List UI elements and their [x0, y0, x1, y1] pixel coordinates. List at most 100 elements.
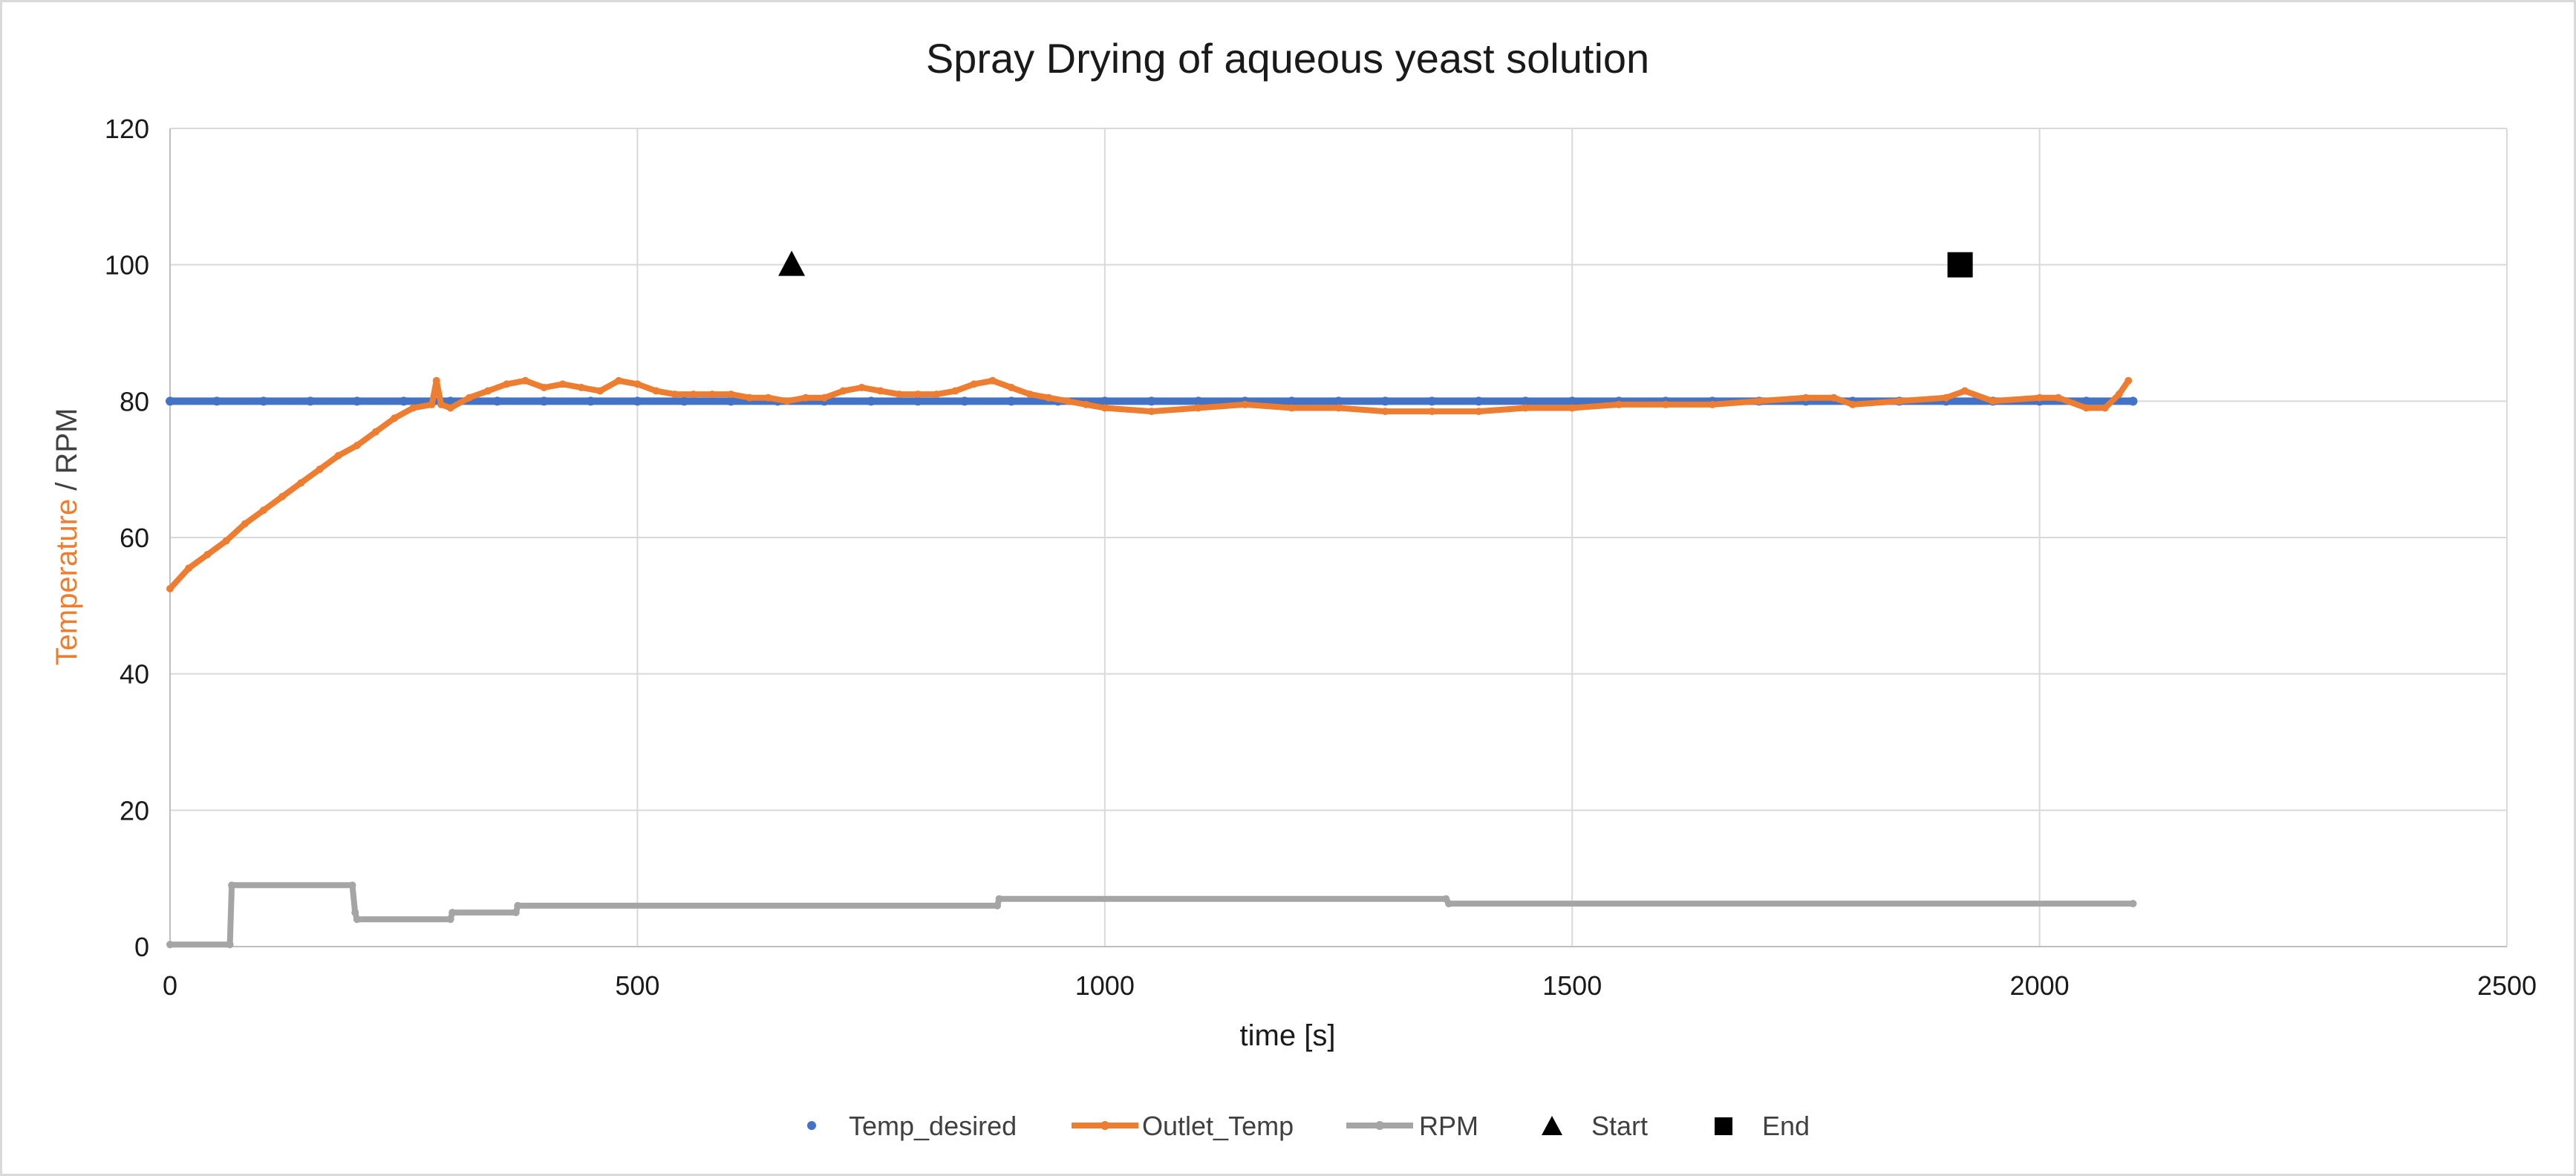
- point-temp-desired-24: [1287, 396, 1297, 406]
- point-outlet-temp-67: [1801, 393, 1810, 402]
- point-outlet-temp-8: [316, 466, 324, 474]
- point-outlet-temp-52: [1100, 404, 1109, 412]
- y-tick-label-80: 80: [120, 386, 149, 416]
- point-outlet-temp-68: [1830, 393, 1838, 402]
- point-outlet-temp-27: [633, 380, 642, 388]
- legend-label-rpm: RPM: [1419, 1111, 1478, 1141]
- y-tick-label-20: 20: [120, 795, 149, 826]
- legend-label-temp-desired: Temp_desired: [849, 1111, 1017, 1141]
- legend-item-start: Start: [1542, 1111, 1648, 1141]
- legend-label-outlet-temp: Outlet_Temp: [1142, 1111, 1294, 1141]
- point-rpm-9: [514, 901, 522, 909]
- point-temp-desired-21: [1147, 396, 1156, 406]
- point-outlet-temp-4: [241, 520, 249, 528]
- point-outlet-temp-32: [727, 391, 735, 399]
- point-outlet-temp-9: [334, 451, 342, 460]
- point-rpm-3: [348, 881, 356, 889]
- point-outlet-temp-74: [2035, 393, 2044, 402]
- point-temp-desired-3: [305, 396, 315, 406]
- chart-title: Spray Drying of aqueous yeast solution: [926, 35, 1649, 82]
- point-outlet-temp-2: [203, 550, 212, 558]
- point-outlet-temp-76: [2082, 404, 2090, 412]
- point-outlet-temp-14: [428, 400, 436, 408]
- point-temp-desired-15: [867, 396, 876, 406]
- x-tick-label-500: 500: [615, 970, 659, 1001]
- point-temp-desired-30: [1568, 396, 1577, 406]
- point-outlet-temp-54: [1194, 404, 1202, 412]
- point-outlet-temp-49: [1045, 393, 1053, 402]
- point-outlet-temp-7: [297, 479, 305, 487]
- point-temp-desired-18: [1006, 396, 1016, 406]
- point-outlet-temp-47: [1007, 383, 1015, 391]
- point-temp-desired-10: [633, 396, 642, 406]
- legend-label-end: End: [1762, 1111, 1810, 1141]
- y-tick-label-0: 0: [134, 932, 149, 962]
- point-outlet-temp-70: [1895, 397, 1903, 405]
- point-temp-desired-25: [1334, 396, 1343, 406]
- point-outlet-temp-16: [437, 400, 446, 408]
- y-tick-label-120: 120: [105, 114, 149, 144]
- legend-item-rpm: RPM: [1346, 1111, 1478, 1141]
- point-outlet-temp-10: [353, 442, 361, 450]
- point-outlet-temp-71: [1942, 393, 1950, 402]
- point-outlet-temp-64: [1662, 400, 1670, 408]
- point-outlet-temp-34: [764, 393, 772, 402]
- point-outlet-temp-62: [1568, 404, 1576, 412]
- point-outlet-temp-59: [1428, 408, 1436, 416]
- y-axis-title-separator: /: [50, 474, 83, 498]
- point-outlet-temp-60: [1475, 408, 1483, 416]
- point-temp-desired-28: [1474, 396, 1484, 406]
- legend-marker-rpm: [1375, 1121, 1384, 1130]
- point-rpm-7: [449, 909, 457, 917]
- point-outlet-temp-0: [166, 584, 174, 592]
- point-outlet-temp-41: [895, 391, 903, 399]
- x-tick-label-2000: 2000: [2010, 970, 2070, 1001]
- point-temp-desired-4: [352, 396, 362, 406]
- point-outlet-temp-33: [746, 393, 754, 402]
- legend-item-outlet-temp: Outlet_Temp: [1072, 1111, 1294, 1141]
- point-start-0: [778, 250, 806, 276]
- point-outlet-temp-38: [839, 387, 847, 395]
- point-temp-desired-26: [1380, 396, 1390, 406]
- point-outlet-temp-78: [2115, 391, 2123, 399]
- point-outlet-temp-51: [1082, 400, 1090, 408]
- point-outlet-temp-39: [858, 383, 866, 391]
- y-tick-label-40: 40: [120, 659, 149, 690]
- point-outlet-temp-53: [1147, 408, 1155, 416]
- point-outlet-temp-26: [615, 376, 623, 385]
- point-outlet-temp-65: [1709, 400, 1717, 408]
- point-outlet-temp-55: [1241, 400, 1249, 408]
- point-outlet-temp-5: [259, 506, 267, 514]
- legend: Temp_desired Outlet_Temp RPM Start End: [807, 1111, 1810, 1141]
- point-outlet-temp-3: [222, 537, 230, 545]
- point-outlet-temp-13: [409, 404, 417, 412]
- point-outlet-temp-72: [1960, 387, 1969, 395]
- point-outlet-temp-44: [951, 387, 959, 395]
- point-temp-desired-42: [2128, 396, 2138, 406]
- series-start: [778, 250, 806, 276]
- y-tick-label-100: 100: [105, 250, 149, 281]
- point-outlet-temp-37: [821, 393, 829, 402]
- point-rpm-6: [446, 915, 454, 924]
- point-outlet-temp-15: [432, 376, 440, 385]
- point-outlet-temp-31: [708, 391, 717, 399]
- point-rpm-2: [228, 881, 236, 889]
- point-outlet-temp-57: [1334, 404, 1343, 412]
- point-outlet-temp-29: [671, 391, 679, 399]
- gridlines: [170, 128, 2508, 947]
- point-outlet-temp-25: [596, 387, 604, 395]
- point-outlet-temp-24: [577, 383, 585, 391]
- legend-marker-end: [1715, 1117, 1732, 1135]
- point-outlet-temp-58: [1381, 408, 1389, 416]
- series-end: [1947, 252, 1973, 278]
- point-temp-desired-0: [166, 396, 175, 406]
- point-outlet-temp-22: [540, 383, 548, 391]
- point-outlet-temp-40: [876, 387, 884, 395]
- plot-area: [166, 250, 2138, 949]
- point-temp-desired-8: [539, 396, 549, 406]
- point-temp-desired-5: [399, 396, 408, 406]
- point-outlet-temp-12: [391, 414, 399, 422]
- point-rpm-13: [1445, 900, 1453, 908]
